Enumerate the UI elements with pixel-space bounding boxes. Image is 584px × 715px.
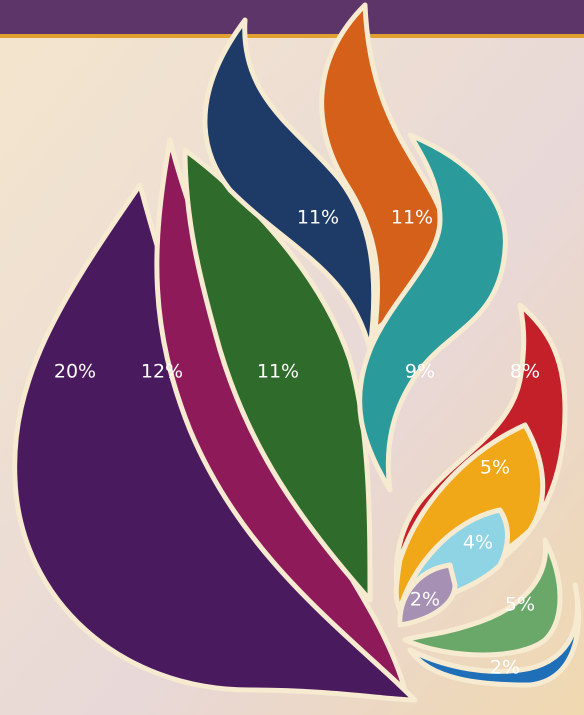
top-banner: [0, 0, 584, 34]
value-label: 2%: [490, 657, 520, 679]
value-label: 11%: [257, 361, 299, 383]
flame-segment: [319, 2, 445, 333]
value-label: 20%: [54, 361, 96, 383]
flame-segment: [407, 582, 582, 688]
value-label: 11%: [297, 207, 339, 229]
value-label: 9%: [405, 361, 435, 383]
value-label: 5%: [505, 594, 535, 616]
value-label: 8%: [510, 361, 540, 383]
value-label: 2%: [410, 589, 440, 611]
banner-rule: [0, 34, 584, 38]
value-label: 12%: [141, 361, 183, 383]
value-label: 4%: [463, 532, 493, 554]
flame-segment: [357, 132, 508, 493]
value-label: 11%: [391, 207, 433, 229]
flames: 20% 12% 11% 11% 11% 9% 8% 5% 4% 2% 5% 2%: [12, 2, 582, 703]
flame-segment: [182, 147, 373, 603]
flame-segment: [397, 562, 458, 628]
value-label: 5%: [480, 457, 510, 479]
flame-segment: [402, 537, 563, 658]
